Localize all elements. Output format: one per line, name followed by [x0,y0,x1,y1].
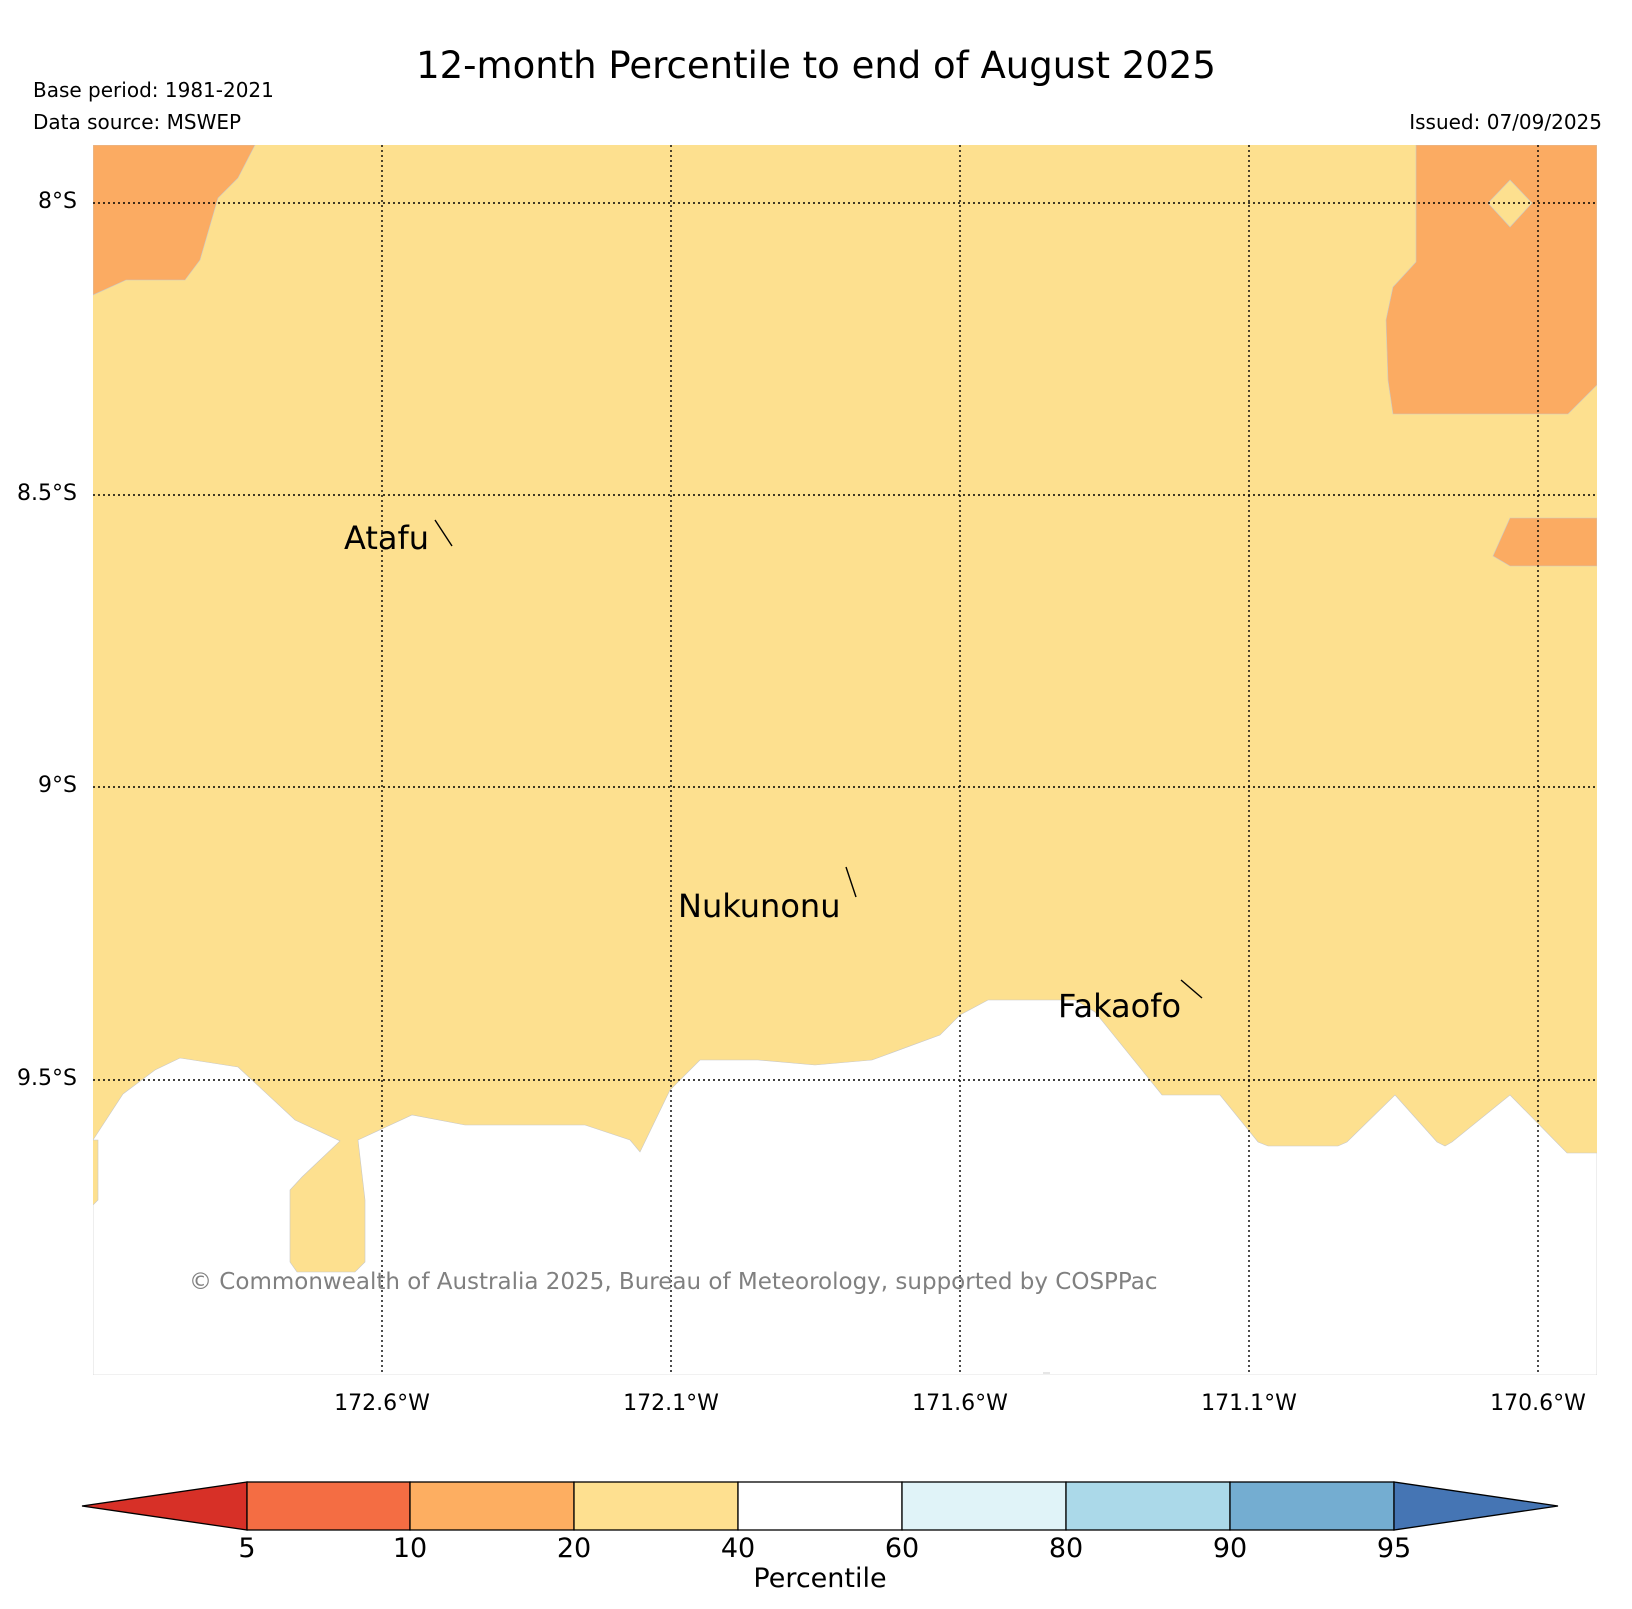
colorbar-segment-80-90 [1065,1481,1231,1531]
nukunonu-atoll-marker [845,866,857,898]
lat-label-8-5s: 8.5°S [17,481,77,506]
lon-label-170-6w: 170.6°W [1490,1391,1586,1416]
lon-label-171-6w: 171.6°W [912,1391,1008,1416]
colorbar-segment-20-40 [573,1481,739,1531]
fill-10-20-northwest [93,145,256,296]
colorbar [81,1481,1559,1531]
map-title: 12-month Percentile to end of August 202… [416,44,1216,87]
fill-10-20-northeast [1385,145,1597,415]
colorbar-tick: 5 [238,1533,256,1564]
colorbar-tick: 90 [1212,1533,1248,1564]
lon-label-172-1w: 172.1°W [623,1391,719,1416]
colorbar-label: Percentile [753,1563,887,1594]
lon-label-172-6w: 172.6°W [334,1391,430,1416]
colorbar-tick: 40 [720,1533,756,1564]
lat-label-9-5s: 9.5°S [17,1066,77,1091]
fill-10-20-east [1492,517,1597,567]
lat-label-9s: 9°S [38,773,77,798]
colorbar-segment-60-80 [901,1481,1067,1531]
colorbar-tick: 60 [884,1533,920,1564]
issued-date: Issued: 07/09/2025 [1409,110,1602,134]
base-period: Base period: 1981-2021 [33,78,274,102]
fakaofo-atoll-marker [1180,979,1203,999]
colorbar-segment-5-10 [246,1481,411,1531]
colorbar-tick: 10 [392,1533,428,1564]
lat-label-8s: 8°S [38,189,77,214]
colorbar-extend-low [81,1481,248,1531]
lon-label-171-1w: 171.1°W [1201,1391,1297,1416]
colorbar-tick: 95 [1376,1533,1412,1564]
place-label-fakaofo: Fakaofo [1058,987,1182,1025]
colorbar-segment-10-20 [409,1481,575,1531]
copyright-notice: © Commonwealth of Australia 2025, Bureau… [189,1269,1158,1295]
data-source: Data source: MSWEP [33,110,242,134]
place-label-atafu: Atafu [344,519,430,557]
graticule [93,145,1597,1375]
colorbar-extend-high [1393,1481,1559,1531]
colorbar-segment-90-95 [1229,1481,1395,1531]
place-label-nukunonu: Nukunonu [678,887,841,925]
fill-40-60 [93,999,1597,1375]
colorbar-tick: 20 [556,1533,592,1564]
atafu-atoll-marker [434,519,453,547]
colorbar-tick: 80 [1048,1533,1084,1564]
colorbar-segment-40-60 [737,1481,903,1531]
